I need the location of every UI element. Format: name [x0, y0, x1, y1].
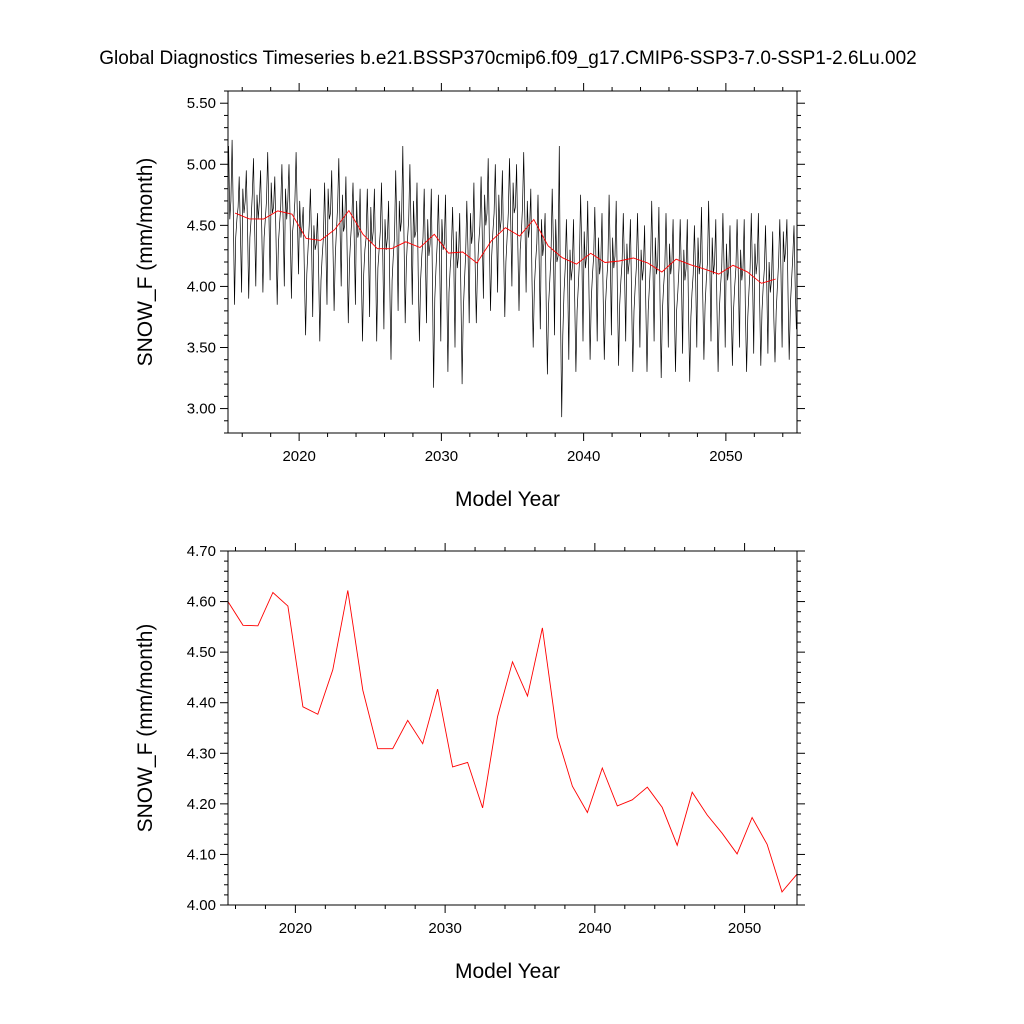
- y-tick-label: 4.00: [187, 897, 216, 914]
- y-tick-label: 4.00: [187, 278, 216, 295]
- y-axis-label: SNOW_F (mm/month): [134, 158, 157, 367]
- y-tick-label: 4.30: [187, 745, 216, 762]
- x-tick-label: 2030: [428, 920, 461, 937]
- x-axis-label: Model Year: [455, 960, 560, 983]
- figure-title: Global Diagnostics Timeseries b.e21.BSSP…: [99, 48, 916, 69]
- y-tick-label: 4.10: [187, 846, 216, 863]
- y-tick-label: 4.40: [187, 695, 216, 712]
- x-tick-label: 2030: [425, 448, 458, 465]
- y-tick-label: 5.00: [187, 156, 216, 173]
- series-line-1: [234, 209, 776, 284]
- x-tick-label: 2050: [728, 920, 761, 937]
- series-line-0: [227, 590, 798, 893]
- y-tick-label: 5.50: [187, 95, 216, 112]
- x-tick-label: 2040: [567, 448, 600, 465]
- x-axis-label: Model Year: [455, 488, 560, 511]
- y-tick-label: 4.50: [187, 217, 216, 234]
- series-line-0: [228, 139, 797, 418]
- plot-frame: [227, 550, 798, 906]
- x-tick-label: 2020: [282, 448, 315, 465]
- y-tick-label: 3.00: [187, 401, 216, 418]
- x-tick-label: 2020: [279, 920, 312, 937]
- y-tick-label: 4.70: [187, 543, 216, 560]
- top-panel: 2020 2030 2040 2050 3.00 3.50 4.00 4.50 5.00 5.50…: [134, 83, 805, 511]
- bottom-panel: 2020 2030 2040 2050 4.00 4.10 4.20 4.30 4.40 4.50…: [134, 543, 805, 983]
- x-tick-label: 2050: [709, 448, 742, 465]
- y-tick-label: 4.50: [187, 644, 216, 661]
- y-tick-label: 4.20: [187, 796, 216, 813]
- x-tick-label: 2040: [578, 920, 611, 937]
- y-tick-label: 4.60: [187, 594, 216, 611]
- y-tick-label: 3.50: [187, 340, 216, 357]
- y-axis-label: SNOW_F (mm/month): [134, 624, 157, 833]
